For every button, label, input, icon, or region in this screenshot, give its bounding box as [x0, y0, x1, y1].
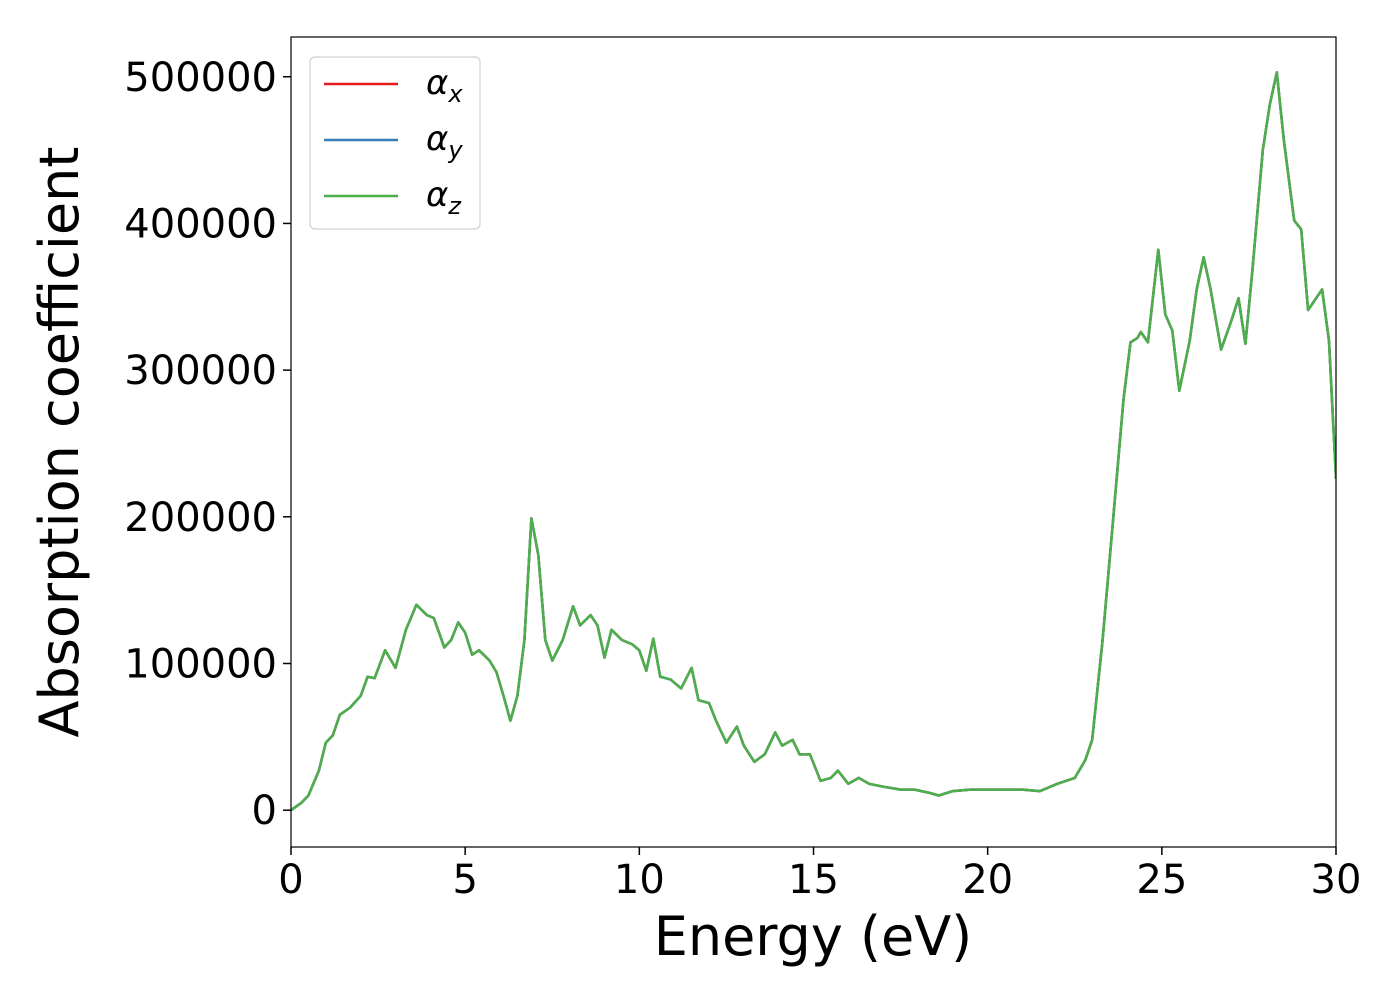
- y-tick-label: 300000: [124, 348, 277, 394]
- y-axis-label: Absorption coefficient: [28, 147, 91, 738]
- x-tick-label: 30: [1311, 857, 1362, 903]
- y-tick-label: 0: [252, 788, 277, 834]
- y-tick-label: 200000: [124, 495, 277, 541]
- plot-frame: [290, 36, 1337, 848]
- legend-box: [309, 56, 481, 230]
- x-tick-label: 25: [1136, 857, 1187, 903]
- x-tick-label: 5: [452, 857, 477, 903]
- y-tick-label: 500000: [124, 55, 277, 101]
- legend-label: αx: [426, 63, 463, 108]
- y-tick-label: 100000: [124, 641, 277, 687]
- x-tick-label: 0: [278, 857, 303, 903]
- series-line: [291, 71, 1336, 812]
- y-tick-label: 400000: [124, 201, 277, 247]
- x-tick-label: 10: [614, 857, 665, 903]
- legend-label: αz: [426, 175, 462, 220]
- x-tick-label: 20: [962, 857, 1013, 903]
- x-tick-label: 15: [788, 857, 839, 903]
- x-axis-label: Energy (eV): [654, 905, 973, 968]
- legend-label: αy: [426, 119, 463, 164]
